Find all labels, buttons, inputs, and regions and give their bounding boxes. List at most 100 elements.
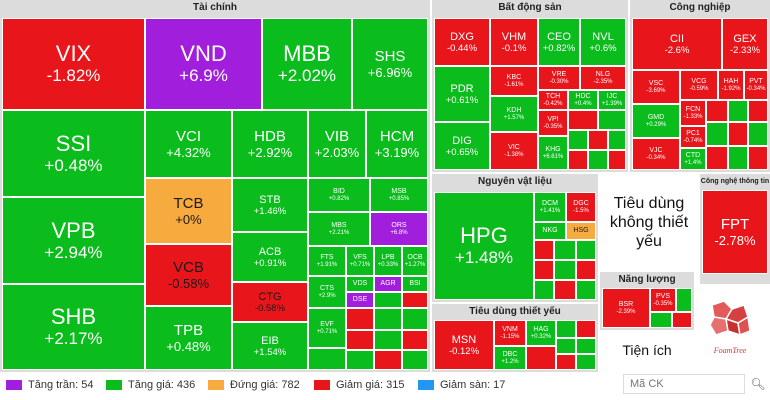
sector-finance[interactable]: Tài chính VIX -1.82% VND +6.9% MBB +2.02… (0, 0, 430, 372)
stock-tile-small[interactable] (576, 240, 596, 260)
stock-tile-fts[interactable]: FTS +1.91% (308, 246, 346, 276)
stock-tile-small[interactable] (748, 100, 768, 122)
sector-consumer-discretionary[interactable]: Tiêu dùng không thiết yếu (600, 174, 698, 270)
stock-tile-mbs[interactable]: MBS +2.21% (308, 212, 370, 246)
stock-tile-pc1[interactable]: PC1 -0.74% (680, 126, 706, 148)
stock-tile-small[interactable] (706, 100, 728, 122)
stock-tile-small[interactable] (402, 292, 428, 308)
stock-tile-tch[interactable]: TCH -0.42% (538, 90, 568, 110)
stock-tile-gmd[interactable]: GMD +0.29% (632, 104, 680, 138)
stock-tile-dcm[interactable]: DCM +1.41% (534, 192, 566, 222)
stock-tile-msn[interactable]: MSN -0.12% (434, 320, 494, 370)
stock-tile-small[interactable] (728, 122, 748, 146)
stock-tile-cts[interactable]: CTS +2.9% (308, 276, 346, 308)
stock-tile-small[interactable] (534, 240, 554, 260)
stock-tile-small[interactable] (374, 308, 402, 330)
stock-tile-small[interactable] (568, 110, 598, 130)
stock-tile-bid[interactable]: BID +0.82% (308, 178, 370, 212)
stock-tile-small[interactable] (676, 288, 692, 312)
stock-search-input[interactable] (623, 374, 745, 394)
stock-tile-vjc[interactable]: VJC -0.34% (632, 138, 680, 170)
sector-industrial[interactable]: Công nghiệp CII -2.6% GEX -2.33% VSC -3.… (630, 0, 770, 172)
stock-tile-small[interactable] (554, 280, 576, 300)
stock-tile-ocb[interactable]: OCB +1.27% (402, 246, 428, 276)
stock-tile-vnm[interactable]: VNM -1.15% (494, 320, 526, 346)
stock-tile-small[interactable] (588, 150, 608, 170)
stock-tile-shs[interactable]: SHS +6.96% (352, 18, 428, 110)
stock-tile-small[interactable] (556, 320, 576, 338)
stock-tile-hdc[interactable]: HDC +0.4% (568, 90, 598, 110)
stock-tile-fcn[interactable]: FCN -1.33% (680, 100, 706, 126)
stock-tile-ssi[interactable]: SSI +0.48% (2, 110, 145, 197)
stock-tile-vpi[interactable]: VPI -0.35% (538, 110, 568, 136)
stock-tile-tcb[interactable]: TCB +0% (145, 178, 232, 244)
legend-item-ceiling[interactable]: Tăng trần: 54 (6, 378, 93, 392)
stock-tile-small[interactable] (534, 260, 554, 280)
stock-tile-small[interactable] (556, 338, 576, 354)
stock-tile-small[interactable] (556, 354, 576, 370)
stock-tile-small[interactable] (728, 100, 748, 122)
stock-tile-ors[interactable]: ORS +6.8% (370, 212, 428, 246)
stock-tile-small[interactable] (568, 150, 588, 170)
stock-tile-vcb[interactable]: VCB -0.58% (145, 244, 232, 306)
stock-tile-small[interactable] (402, 308, 428, 330)
sector-energy[interactable]: Năng lượng BSR -2.39% PVS -0.35% (600, 272, 694, 330)
stock-tile-ceo[interactable]: CEO +0.82% (538, 18, 580, 66)
stock-tile-small[interactable] (650, 312, 672, 328)
sector-real-estate[interactable]: Bất động sản DXG -0.44% VHM -0.1% CEO +0… (432, 0, 628, 172)
stock-tile-small[interactable] (608, 150, 626, 170)
stock-tile-pvs[interactable]: PVS -0.35% (650, 288, 676, 312)
stock-tile-small[interactable] (346, 308, 374, 330)
stock-tile-vsc[interactable]: VSC -3.69% (632, 70, 680, 104)
stock-tile-msb[interactable]: MSB +0.85% (370, 178, 428, 212)
stock-tile-small[interactable] (554, 260, 576, 280)
stock-tile-vpb[interactable]: VPB +2.94% (2, 197, 145, 284)
stock-tile-hpg[interactable]: HPG +1.48% (434, 192, 534, 300)
search-icon[interactable]: 🔍︎ (750, 377, 766, 391)
stock-tile-ijc[interactable]: IJC +1.39% (598, 90, 626, 110)
legend-item-floor[interactable]: Giảm sàn: 17 (418, 378, 505, 392)
stock-tile-small[interactable] (534, 280, 554, 300)
stock-tile-small[interactable] (576, 280, 596, 300)
stock-tile-vds[interactable]: VDS (346, 276, 374, 292)
stock-tile-small[interactable] (576, 338, 596, 354)
stock-tile-nkg[interactable]: NKG (534, 222, 566, 240)
stock-tile-vic[interactable]: VIC -1.38% (490, 132, 538, 170)
stock-tile-hdb[interactable]: HDB +2.92% (232, 110, 308, 178)
stock-tile-ctd[interactable]: CTD +1.4% (680, 148, 706, 170)
stock-tile-small[interactable] (402, 330, 428, 350)
stock-tile-small[interactable] (374, 350, 402, 370)
stock-tile-small[interactable] (346, 350, 374, 370)
stock-tile-hah[interactable]: HAH -1.92% (718, 70, 744, 100)
stock-tile-lpb[interactable]: LPB +0.33% (374, 246, 402, 276)
stock-tile-stb[interactable]: STB +1.46% (232, 178, 308, 232)
stock-tile-small[interactable] (374, 292, 402, 308)
stock-tile-dgc[interactable]: DGC -1.5% (566, 192, 596, 222)
stock-tile-small[interactable] (608, 130, 626, 150)
stock-tile-small[interactable] (568, 130, 588, 150)
stock-tile-small[interactable] (576, 320, 596, 338)
stock-tile-shb[interactable]: SHB +2.17% (2, 284, 145, 370)
stock-tile-agr[interactable]: AGR (374, 276, 402, 292)
stock-tile-small[interactable] (588, 130, 608, 150)
stock-tile-small[interactable] (374, 330, 402, 350)
stock-tile-kdh[interactable]: KDH +1.57% (490, 96, 538, 132)
stock-tile-small[interactable] (308, 348, 346, 370)
stock-tile-hsg[interactable]: HSG (566, 222, 596, 240)
stock-tile-nlg[interactable]: NLG -2.35% (580, 66, 626, 90)
stock-tile-pvt[interactable]: PVT -0.34% (744, 70, 768, 100)
sector-consumer-staples[interactable]: Tiêu dùng thiết yếu MSN -0.12% VNM -1.15… (432, 304, 598, 372)
stock-tile-vib[interactable]: VIB +2.03% (308, 110, 366, 178)
stock-tile-evf[interactable]: EVF +0.71% (308, 308, 346, 348)
stock-tile-small[interactable] (598, 110, 626, 130)
stock-tile-cii[interactable]: CII -2.6% (632, 18, 722, 70)
stock-tile-dse[interactable]: DSE (346, 292, 374, 308)
legend-item-increase[interactable]: Tăng giá: 436 (106, 378, 195, 392)
stock-tile-small[interactable] (748, 146, 768, 170)
stock-tile-vcg[interactable]: VCG -0.59% (680, 70, 718, 100)
stock-tile-bsr[interactable]: BSR -2.39% (602, 288, 650, 328)
stock-tile-mbb[interactable]: MBB +2.02% (262, 18, 352, 110)
stock-tile-vnd[interactable]: VND +6.9% (145, 18, 262, 110)
sector-materials[interactable]: Nguyên vật liệu HPG +1.48% DCM +1.41% DG… (432, 174, 598, 302)
stock-tile-hcm[interactable]: HCM +3.19% (366, 110, 428, 178)
